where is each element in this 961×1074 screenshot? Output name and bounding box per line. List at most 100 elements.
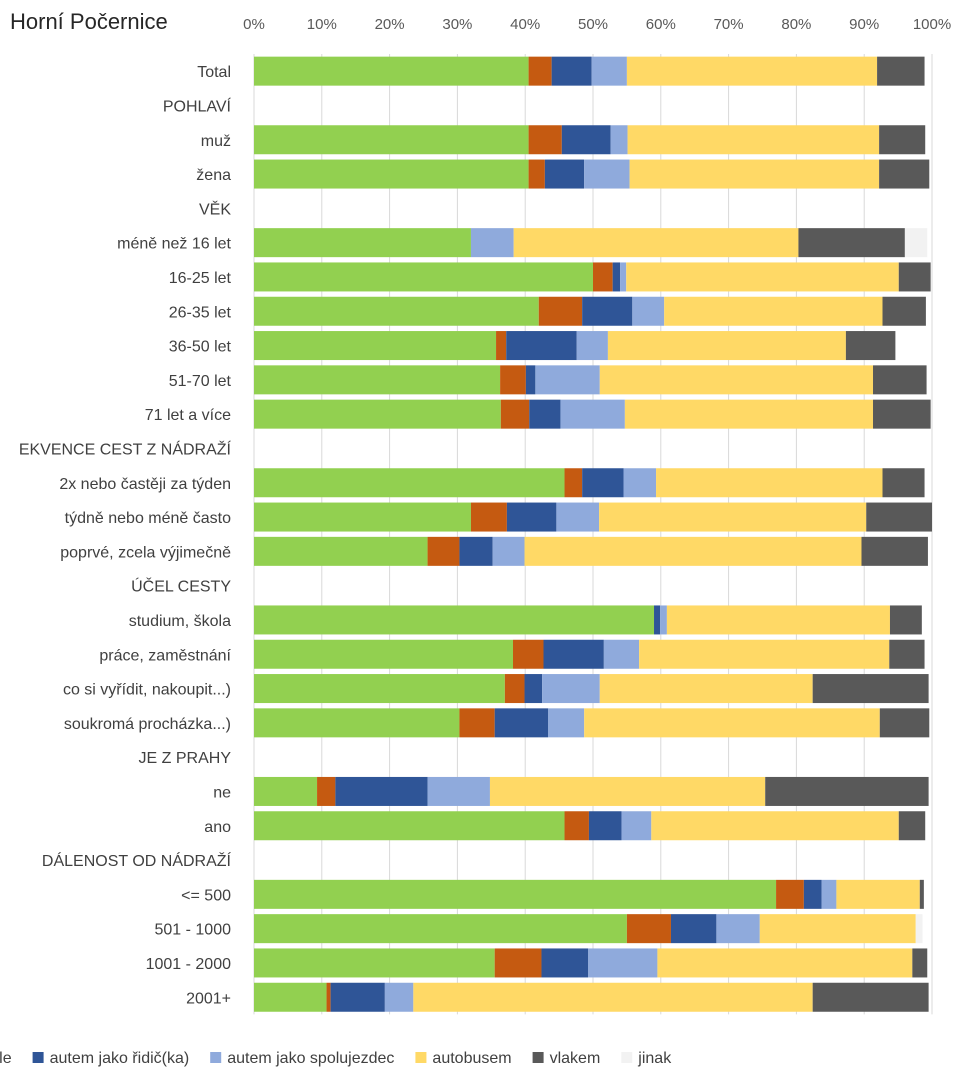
category-label: 36-50 let <box>169 339 232 356</box>
bar-segment <box>576 331 608 361</box>
bar-segment <box>584 159 630 189</box>
bar-segment <box>489 776 766 806</box>
bar-segment <box>254 228 471 258</box>
bar-segment <box>912 948 928 978</box>
bar-segment <box>812 674 929 704</box>
bar-segment <box>599 502 867 532</box>
bar-segment <box>529 399 561 429</box>
bar-segment <box>564 468 583 498</box>
legend-label: jinak <box>637 1050 672 1067</box>
bar-segment <box>326 982 331 1012</box>
bar-segment <box>582 296 633 326</box>
bar-segment <box>538 296 583 326</box>
bar-segment <box>651 811 899 841</box>
bar-segment <box>513 228 799 258</box>
bar-segment <box>317 776 336 806</box>
x-tick-label: 10% <box>307 16 337 33</box>
legend-swatch <box>532 1052 544 1063</box>
bar-segment <box>544 159 585 189</box>
bar-segment <box>254 331 497 361</box>
bar-segment <box>612 262 621 292</box>
legend: na kole autem jako řidič(ka) autem jako sp… <box>0 1050 672 1067</box>
bar-segment <box>560 399 625 429</box>
x-tick-label: 100% <box>913 16 951 33</box>
bar-segment <box>898 262 931 292</box>
legend-label: autobusem <box>432 1050 511 1067</box>
category-label: DÁLENOST OD NÁDRAŽÍ <box>42 851 232 870</box>
bar-segment <box>254 776 318 806</box>
bar-segment <box>915 914 923 944</box>
legend-label: autem jako řidič(ka) <box>50 1050 190 1067</box>
bar-segment <box>904 228 928 258</box>
legend-swatch <box>621 1052 633 1063</box>
bar-segment <box>254 296 539 326</box>
bar-segment <box>500 365 526 395</box>
bar-segment <box>548 708 585 738</box>
legend-label: vlakem <box>550 1050 601 1067</box>
bar-segment <box>632 296 665 326</box>
legend-swatch <box>415 1052 427 1063</box>
bar-segment <box>624 399 874 429</box>
category-label: soukromá procházka...) <box>64 716 231 733</box>
bar-segment <box>512 639 544 669</box>
bar-segment <box>657 948 913 978</box>
bar-segment <box>506 502 557 532</box>
bar-segment <box>812 982 929 1012</box>
category-labels: Total POHLAVÍ muž žena VĚK méně než 16 let 16-… <box>19 64 232 1007</box>
category-label: JE Z PRAHY <box>139 750 232 767</box>
bar-segment <box>254 536 428 566</box>
bar-segment <box>543 639 604 669</box>
bar-segment <box>765 776 929 806</box>
category-label: EKVENCE CEST Z NÁDRAŽÍ <box>19 439 232 458</box>
bar-segment <box>254 879 777 909</box>
category-label: 501 - 1000 <box>154 922 231 939</box>
bar-segment <box>716 914 760 944</box>
bar-segment <box>759 914 916 944</box>
category-label: 2x nebo častěji za týden <box>59 476 231 493</box>
bar-segment <box>582 468 624 498</box>
category-label: <= 500 <box>181 887 231 904</box>
x-axis-ticks: 0% 10% 20% 30% 40% 50% 60% 70% 80% 90% 100% <box>243 16 951 33</box>
bar-segment <box>254 159 529 189</box>
category-label: 51-70 let <box>169 373 232 390</box>
bar-segment <box>254 674 505 704</box>
x-tick-label: 90% <box>849 16 879 33</box>
bar-segment <box>528 125 562 155</box>
bar-segment <box>670 914 717 944</box>
x-tick-label: 0% <box>243 16 265 33</box>
bar-segment <box>627 125 880 155</box>
legend-swatch <box>32 1052 44 1063</box>
bar-segment <box>254 948 495 978</box>
bar-segment <box>254 914 627 944</box>
bar-segment <box>335 776 428 806</box>
bar-segment <box>593 262 613 292</box>
legend-label: autem jako spolujezdec <box>227 1050 394 1067</box>
bar-segment <box>626 262 899 292</box>
bar-segment <box>803 879 822 909</box>
bar-segment <box>427 776 490 806</box>
x-tick-label: 50% <box>578 16 608 33</box>
bar-segment <box>564 811 589 841</box>
bar-segment <box>506 331 577 361</box>
bar-segment <box>889 605 922 635</box>
bar-segment <box>664 296 883 326</box>
bar-segment <box>588 811 622 841</box>
bar-segment <box>660 605 667 635</box>
x-tick-label: 40% <box>510 16 540 33</box>
bar-segment <box>541 948 589 978</box>
bar-segment <box>494 708 549 738</box>
category-label: žena <box>196 167 231 184</box>
gridlines <box>253 54 933 1015</box>
bar-segment <box>254 125 529 155</box>
bar-segment <box>591 56 627 86</box>
bar-segment <box>528 56 552 86</box>
bar-segment <box>500 399 530 429</box>
x-tick-label: 30% <box>442 16 472 33</box>
category-label: 2001+ <box>186 990 231 1007</box>
bar-segment <box>599 674 813 704</box>
bar-segment <box>629 159 880 189</box>
bar-segment <box>821 879 837 909</box>
bar-segment <box>330 982 385 1012</box>
category-label: studium, škola <box>129 613 231 630</box>
bar-segment <box>254 811 565 841</box>
